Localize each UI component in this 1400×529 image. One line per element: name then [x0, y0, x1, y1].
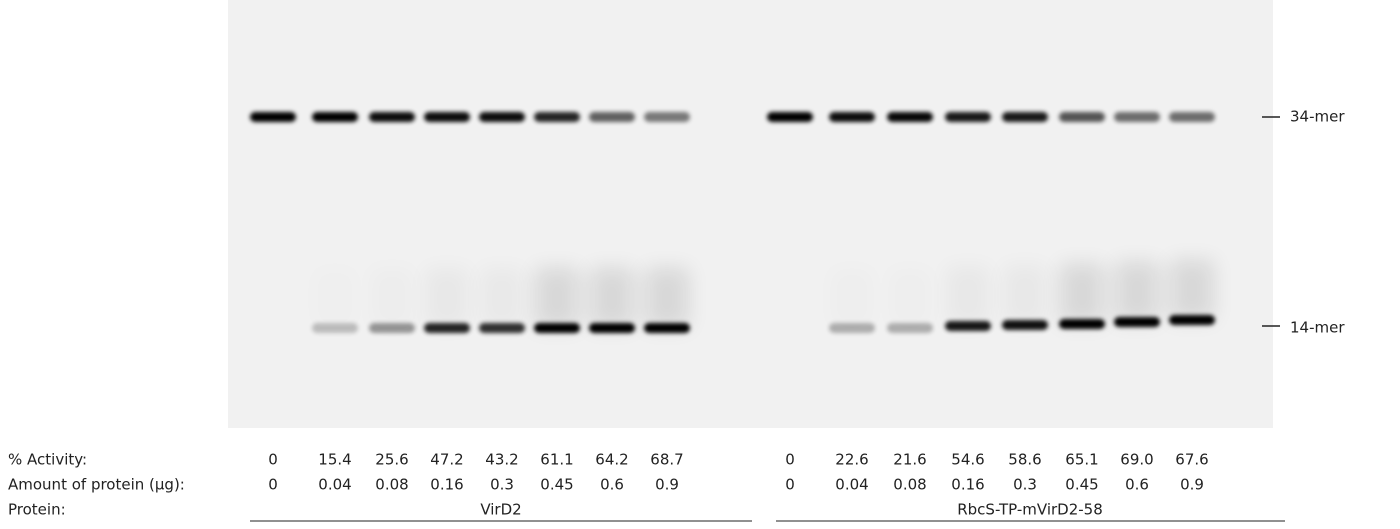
cell: 0.9	[655, 476, 679, 494]
row-label: % Activity:	[8, 451, 87, 469]
cell: 0	[268, 451, 278, 469]
smear	[313, 268, 357, 328]
band-34mer	[767, 112, 813, 122]
band-34mer	[1002, 112, 1048, 122]
cell: 64.2	[595, 451, 628, 469]
band-14mer	[312, 323, 358, 333]
cell: 0.3	[1013, 476, 1037, 494]
row-label: Protein:	[8, 501, 66, 519]
cell: 67.6	[1175, 451, 1208, 469]
band-34mer	[945, 112, 991, 122]
cell: 15.4	[318, 451, 351, 469]
smear	[590, 268, 634, 328]
band-14mer	[424, 323, 470, 333]
band-34mer	[424, 112, 470, 122]
smear	[946, 266, 990, 326]
band-34mer	[887, 112, 933, 122]
cell: 0	[268, 476, 278, 494]
marker-label: 14-mer	[1290, 319, 1345, 337]
cell: 0	[785, 476, 795, 494]
marker-label: 34-mer	[1290, 108, 1345, 126]
smear	[535, 268, 579, 328]
cell: 0.9	[1180, 476, 1204, 494]
band-14mer	[479, 323, 525, 333]
band-14mer	[1059, 319, 1105, 329]
band-14mer	[1002, 320, 1048, 330]
band-34mer	[479, 112, 525, 122]
cell: 21.6	[893, 451, 926, 469]
smear	[830, 268, 874, 328]
band-14mer	[829, 323, 875, 333]
band-34mer	[1169, 112, 1215, 122]
cell: 68.7	[650, 451, 683, 469]
band-14mer	[589, 323, 635, 333]
cell: 54.6	[951, 451, 984, 469]
cell: 61.1	[540, 451, 573, 469]
cell: 47.2	[430, 451, 463, 469]
smear	[370, 268, 414, 328]
band-14mer	[1169, 315, 1215, 325]
band-34mer	[644, 112, 690, 122]
cell: 0.3	[490, 476, 514, 494]
band-14mer	[644, 323, 690, 333]
smear	[1003, 265, 1047, 325]
band-14mer	[534, 323, 580, 333]
band-34mer	[250, 112, 296, 122]
cell: 0.6	[1125, 476, 1149, 494]
cell: 58.6	[1008, 451, 1041, 469]
smear	[645, 268, 689, 328]
cell: 25.6	[375, 451, 408, 469]
band-34mer	[534, 112, 580, 122]
band-14mer	[369, 323, 415, 333]
band-34mer	[369, 112, 415, 122]
band-34mer	[312, 112, 358, 122]
smear	[1060, 264, 1104, 324]
cell: 0.16	[951, 476, 984, 494]
cell: 22.6	[835, 451, 868, 469]
cell: 0.45	[540, 476, 573, 494]
smear	[1170, 260, 1214, 320]
cell: 0.04	[835, 476, 868, 494]
band-14mer	[1114, 317, 1160, 327]
row-label: Amount of protein (µg):	[8, 476, 185, 494]
band-34mer	[829, 112, 875, 122]
smear	[425, 268, 469, 328]
cell: 0.04	[318, 476, 351, 494]
band-14mer	[945, 321, 991, 331]
cell: 0.45	[1065, 476, 1098, 494]
cell: 0	[785, 451, 795, 469]
smear	[480, 268, 524, 328]
smear	[1115, 262, 1159, 322]
group-label: VirD2	[480, 501, 521, 519]
band-34mer	[1059, 112, 1105, 122]
cell: 69.0	[1120, 451, 1153, 469]
cell: 65.1	[1065, 451, 1098, 469]
gel-background	[228, 0, 1273, 428]
band-14mer	[887, 323, 933, 333]
cell: 0.16	[430, 476, 463, 494]
cell: 43.2	[485, 451, 518, 469]
cell: 0.6	[600, 476, 624, 494]
band-34mer	[1114, 112, 1160, 122]
band-34mer	[589, 112, 635, 122]
figure: 34-mer 14-mer % Activity: 0 15.4 25.6 47.2 43…	[0, 0, 1400, 525]
group-label: RbcS-TP-mVirD2-58	[957, 501, 1103, 519]
smear	[888, 268, 932, 328]
cell: 0.08	[893, 476, 926, 494]
cell: 0.08	[375, 476, 408, 494]
